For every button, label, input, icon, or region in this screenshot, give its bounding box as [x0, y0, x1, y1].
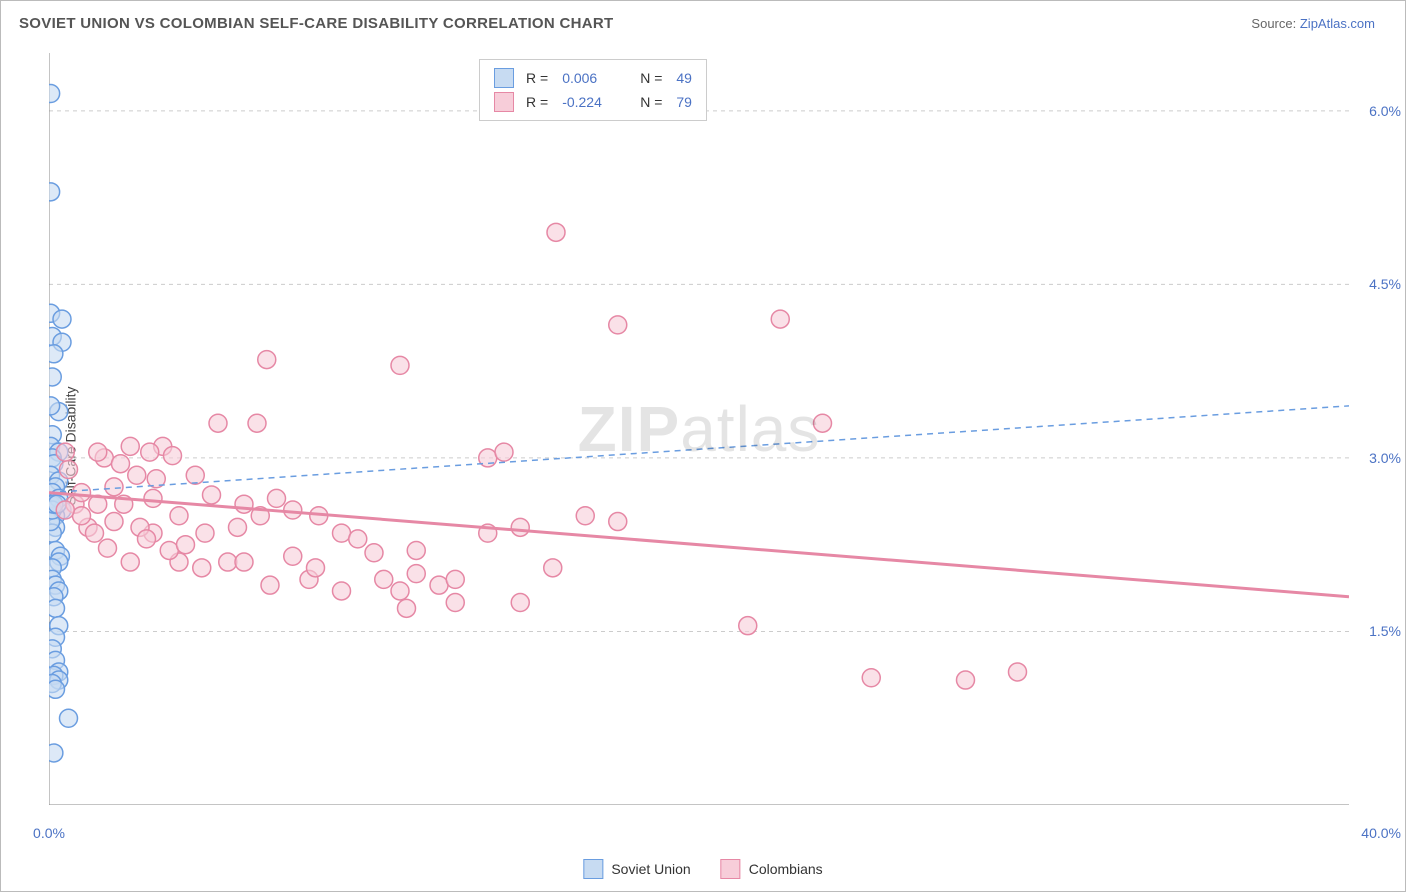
legend-n-label: N = — [640, 70, 662, 86]
legend-n-value: 49 — [676, 70, 692, 86]
source-label: Source: — [1251, 16, 1296, 31]
legend-correlation: R = 0.006 N = 49 R = -0.224 N = 79 — [479, 59, 707, 121]
chart-header: SOVIET UNION VS COLOMBIAN SELF-CARE DISA… — [1, 1, 1405, 45]
source-link[interactable]: ZipAtlas.com — [1300, 16, 1375, 31]
legend-series-entry: Soviet Union — [583, 859, 690, 879]
chart-title: SOVIET UNION VS COLOMBIAN SELF-CARE DISA… — [19, 15, 614, 32]
y-tick-label: 1.5% — [1355, 623, 1401, 639]
legend-n-label: N = — [640, 94, 662, 110]
legend-r-label: R = — [526, 70, 548, 86]
x-tick-label: 40.0% — [1361, 825, 1401, 841]
legend-n-value: 79 — [676, 94, 692, 110]
legend-swatch — [494, 68, 514, 88]
legend-swatch — [494, 92, 514, 112]
chart-container: SOVIET UNION VS COLOMBIAN SELF-CARE DISA… — [0, 0, 1406, 892]
plot-area: R =0.006N =49R =-0.224N =79 ZIPatlas 1.5… — [49, 53, 1349, 805]
legend-series-entry: Colombians — [721, 859, 823, 879]
legend-series: Soviet Union Colombians — [583, 859, 822, 879]
source-attribution: Source: ZipAtlas.com — [1251, 16, 1375, 31]
scatter-plot-svg — [49, 53, 1349, 805]
legend-swatch — [583, 859, 603, 879]
legend-series-label: Colombians — [749, 861, 823, 877]
legend-r-label: R = — [526, 94, 548, 110]
y-tick-label: 3.0% — [1355, 450, 1401, 466]
legend-series-label: Soviet Union — [611, 861, 690, 877]
legend-swatch — [721, 859, 741, 879]
y-tick-label: 6.0% — [1355, 103, 1401, 119]
x-tick-label: 0.0% — [33, 825, 65, 841]
legend-r-value: 0.006 — [562, 70, 616, 86]
legend-r-value: -0.224 — [562, 94, 616, 110]
legend-correlation-row: R = -0.224 N = 79 — [494, 90, 692, 114]
legend-correlation-row: R = 0.006 N = 49 — [494, 66, 692, 90]
y-tick-label: 4.5% — [1355, 276, 1401, 292]
